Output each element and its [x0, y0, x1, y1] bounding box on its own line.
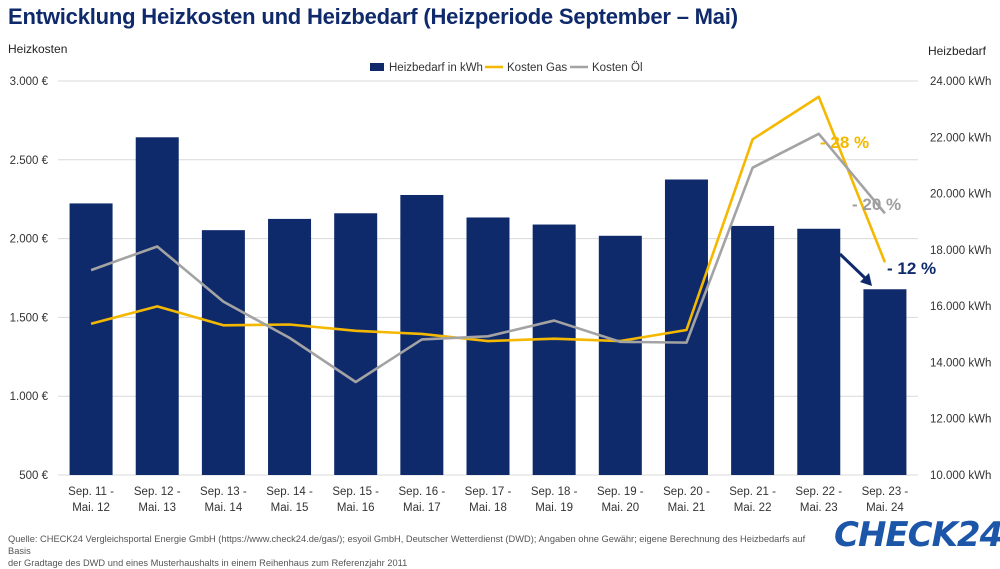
x-tick-label: Sep. 15 -Mai. 16: [332, 486, 379, 514]
source-line-2: der Gradtage des DWD und eines Musterhau…: [8, 558, 408, 568]
x-tick-label: Sep. 12 -Mai. 13: [134, 486, 181, 514]
bar: [598, 235, 642, 475]
bar: [201, 230, 245, 475]
y-left-tick-label: 500 €: [19, 470, 48, 482]
y-right-tick-label: 14.000 kWh: [930, 357, 991, 369]
source-note: Quelle: CHECK24 Vergleichsportal Energie…: [8, 533, 828, 569]
annotation-heat-demand: - 12 %: [887, 259, 936, 278]
x-tick-label: Sep. 13 -Mai. 14: [200, 486, 247, 514]
x-tick-label: Sep. 19 -Mai. 20: [597, 486, 644, 514]
y-right-tick-label: 22.000 kWh: [930, 132, 991, 144]
y-right-tick-label: 24.000 kWh: [930, 76, 991, 88]
bar-series: [69, 137, 907, 476]
x-tick-label: Sep. 16 -Mai. 17: [399, 486, 446, 514]
y-left-tick-label: 1.000 €: [10, 391, 49, 403]
check24-logo: CHECK24: [834, 515, 1000, 555]
y-right-axis-title: Heizbedarf: [927, 44, 986, 58]
oil-cost-line: [90, 132, 886, 384]
legend-swatch-bars: [370, 63, 384, 71]
arrow-head: [860, 273, 872, 286]
x-tick-label: Sep. 23 -Mai. 24: [862, 486, 909, 514]
y-left-tick-label: 2.000 €: [10, 234, 49, 246]
legend-label-gas: Kosten Gas: [507, 62, 567, 74]
y-left-tick-label: 3.000 €: [10, 76, 49, 88]
y-left-tick-label: 1.500 €: [10, 312, 49, 324]
bar: [69, 203, 113, 475]
gas-cost-line: [90, 95, 887, 343]
x-tick-label: Sep. 20 -Mai. 21: [663, 486, 710, 514]
annotation-oil: - 20 %: [852, 195, 901, 214]
y-right-tick-label: 18.000 kWh: [930, 245, 991, 257]
legend: Heizbedarf in kWh Kosten Gas Kosten Öl: [370, 62, 643, 74]
line-series: [90, 95, 887, 384]
annotations: - 28 % - 20 % - 12 %: [820, 133, 936, 286]
bar: [532, 224, 576, 475]
bar: [466, 217, 510, 475]
axis-ticks: 500 € 1.000 € 1.500 € 2.000 € 2.500 € 3.000 €…: [10, 76, 992, 514]
legend-label-bars: Heizbedarf in kWh: [389, 62, 483, 74]
y-right-tick-label: 12.000 kWh: [930, 414, 991, 426]
chart-title: Entwicklung Heizkosten und Heizbedarf (H…: [8, 4, 738, 29]
y-right-tick-label: 16.000 kWh: [930, 301, 991, 313]
arrow-shaft: [838, 252, 868, 281]
x-tick-label: Sep. 22 -Mai. 23: [795, 486, 842, 514]
bar: [863, 289, 907, 475]
source-line-1: Quelle: CHECK24 Vergleichsportal Energie…: [8, 534, 806, 556]
bar: [731, 225, 775, 475]
x-tick-label: Sep. 11 -Mai. 12: [68, 486, 114, 514]
bar: [334, 213, 378, 475]
bar: [797, 228, 841, 475]
y-right-tick-label: 20.000 kWh: [930, 189, 991, 201]
x-tick-label: Sep. 17 -Mai. 18: [465, 486, 512, 514]
x-tick-label: Sep. 21 -Mai. 22: [729, 486, 776, 514]
legend-label-oil: Kosten Öl: [592, 62, 643, 74]
y-right-tick-label: 10.000 kWh: [930, 470, 991, 482]
y-left-tick-label: 2.500 €: [10, 155, 49, 167]
x-tick-label: Sep. 14 -Mai. 15: [266, 486, 313, 514]
y-left-axis-title: Heizkosten: [8, 42, 68, 56]
x-tick-label: Sep. 18 -Mai. 19: [531, 486, 578, 514]
annotation-gas: - 28 %: [820, 133, 869, 152]
